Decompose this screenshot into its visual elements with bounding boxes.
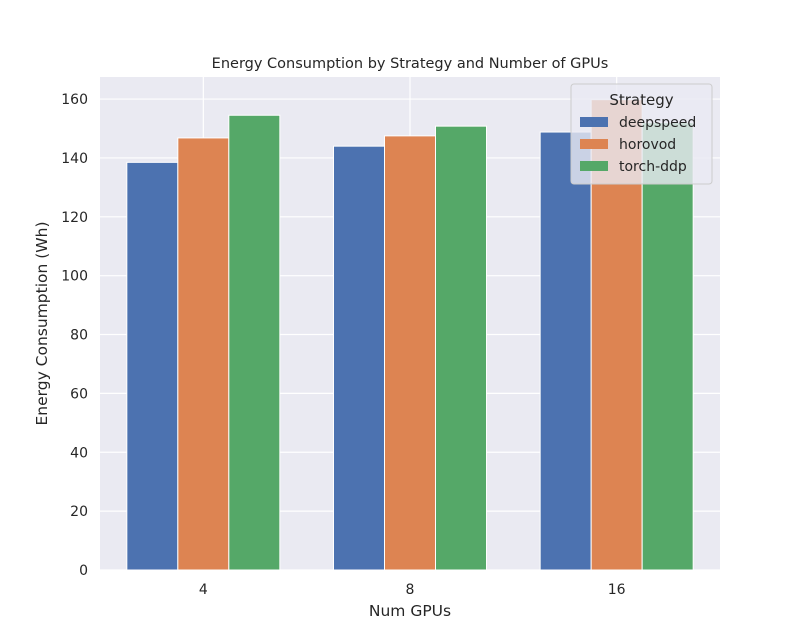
x-tick-label: 16 <box>608 582 626 598</box>
legend-title: Strategy <box>609 91 673 109</box>
bar-torch-ddp-8 <box>435 125 487 571</box>
legend-label-torch-ddp: torch-ddp <box>619 159 687 175</box>
x-axis-label: Num GPUs <box>369 602 451 620</box>
y-tick-label: 20 <box>70 504 88 520</box>
y-tick-label: 0 <box>79 563 88 579</box>
legend-label-deepspeed: deepspeed <box>619 115 696 131</box>
legend-swatch-horovod <box>580 139 608 149</box>
bar-deepspeed-4 <box>126 161 179 571</box>
legend-swatch-deepspeed <box>580 117 608 127</box>
legend-label-horovod: horovod <box>619 137 676 153</box>
legend: Strategy deepspeed horovod torch-ddp <box>570 83 713 185</box>
bar-torch-ddp-16 <box>641 122 694 571</box>
x-tick-labels: 4 8 16 <box>199 582 626 598</box>
bar-deepspeed-16 <box>539 131 592 571</box>
y-tick-labels: 0 20 40 60 80 100 120 140 160 <box>61 92 88 579</box>
legend-items: deepspeed horovod torch-ddp <box>580 115 696 175</box>
x-tick-label: 4 <box>199 582 208 598</box>
bar-deepspeed-8 <box>333 145 385 571</box>
legend-frame <box>570 83 713 185</box>
x-tick-label: 8 <box>406 582 415 598</box>
y-tick-label: 60 <box>70 386 88 402</box>
y-tick-label: 120 <box>61 210 88 226</box>
y-tick-label: 40 <box>70 445 88 461</box>
y-tick-label: 160 <box>61 92 88 108</box>
y-tick-label: 140 <box>61 151 88 167</box>
y-tick-label: 80 <box>70 328 88 344</box>
bar-horovod-8 <box>384 135 436 571</box>
y-axis-label: Energy Consumption (Wh) <box>33 221 51 425</box>
y-tick-label: 100 <box>61 269 88 285</box>
chart-title: Energy Consumption by Strategy and Numbe… <box>212 56 609 72</box>
bar-torch-ddp-4 <box>228 114 281 571</box>
bar-horovod-4 <box>177 137 230 571</box>
legend-swatch-torch-ddp <box>580 161 608 171</box>
